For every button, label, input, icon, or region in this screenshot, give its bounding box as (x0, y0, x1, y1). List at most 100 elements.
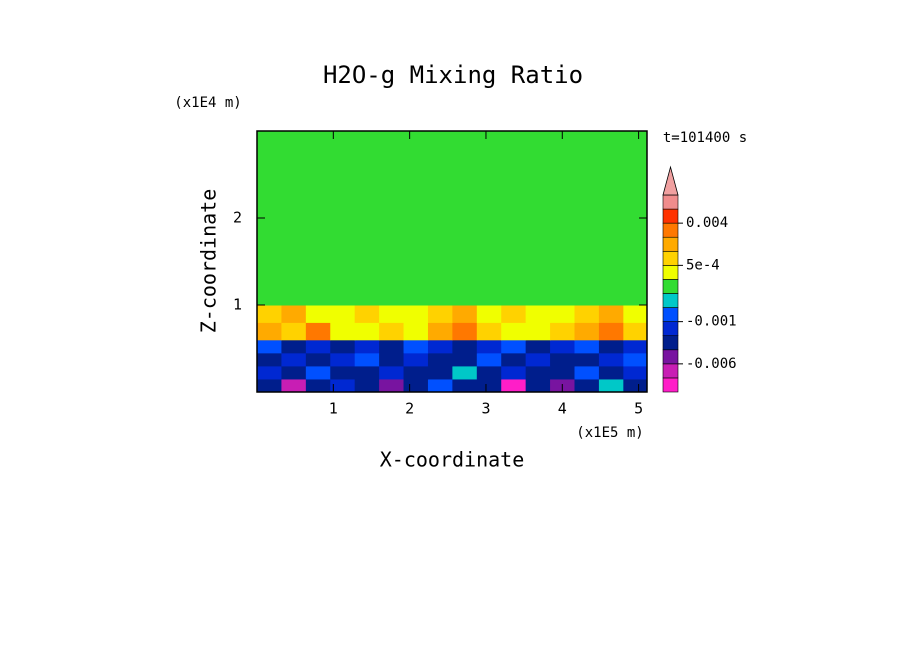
x-tick-label: 3 (481, 400, 490, 418)
contour-cell (354, 378, 380, 393)
colorbar-tick-label: 5e-4 (686, 257, 720, 273)
contour-cell (623, 339, 648, 354)
contour-cell (330, 131, 356, 306)
contour-cell (305, 322, 331, 341)
contour-cell (281, 305, 307, 323)
x-axis-label: X-coordinate (380, 448, 525, 472)
contour-cell (574, 339, 600, 354)
colorbar-tick-label: 0.004 (686, 215, 728, 231)
colorbar-box (662, 279, 679, 294)
contour-cell (330, 339, 356, 354)
contour-cell (452, 322, 478, 341)
contour-cell (403, 378, 429, 393)
colorbar-over-arrow (662, 165, 679, 196)
contour-cell (305, 305, 331, 323)
x-tick-label: 5 (634, 400, 643, 418)
contour-cell (403, 305, 429, 323)
contour-cell (525, 322, 551, 341)
colorbar-box (662, 293, 679, 308)
contour-cell (281, 378, 307, 393)
contour-cell (598, 305, 624, 323)
contour-cell (281, 365, 307, 380)
contour-cell (574, 365, 600, 380)
colorbar-box (662, 377, 679, 393)
contour-cell (354, 322, 380, 341)
contour-cell (257, 322, 282, 341)
contour-cell (598, 322, 624, 341)
contour-cell (403, 339, 429, 354)
x-tick-label: 4 (558, 400, 567, 418)
contour-cell (598, 378, 624, 393)
contour-cell (452, 305, 478, 323)
contour-cell (452, 378, 478, 393)
contour-cell (501, 365, 527, 380)
contour-cell (257, 305, 282, 323)
contour-cell (550, 352, 575, 367)
colorbar-box (662, 250, 679, 266)
contour-cell (354, 131, 380, 306)
contour-cell (330, 352, 356, 367)
contour-cell (427, 131, 453, 306)
contour-cell (354, 305, 380, 323)
y-axis-label: Z-coordinate (197, 189, 221, 334)
colorbar-box (662, 222, 679, 238)
contour-cell (427, 339, 453, 354)
contour-cell (598, 352, 624, 367)
contour-cell (623, 378, 648, 393)
contour-cell (257, 378, 282, 393)
contour-cell (403, 322, 429, 341)
contour-cell (525, 339, 551, 354)
x-tick-label: 2 (405, 400, 414, 418)
colorbar-box (662, 335, 679, 351)
contour-cell (525, 365, 551, 380)
contour-cell (598, 339, 624, 354)
contour-cell (427, 352, 453, 367)
contour-cell (379, 131, 405, 306)
contour-cell (550, 305, 575, 323)
contour-cell (281, 352, 307, 367)
time-label: t=101400 s (663, 130, 747, 146)
contour-cell (427, 305, 453, 323)
contour-cell (476, 339, 502, 354)
colorbar-tick-label: -0.006 (686, 356, 737, 372)
contour-cell (379, 365, 405, 380)
contour-cell (379, 352, 405, 367)
contour-cell (476, 378, 502, 393)
contour-cell (550, 322, 575, 341)
y-scale-label: (x1E4 m) (174, 95, 241, 111)
colorbar-box (662, 321, 679, 337)
contour-cell (525, 131, 551, 306)
colorbar-box (662, 363, 679, 379)
contour-cell (623, 305, 648, 323)
contour-cell (452, 352, 478, 367)
contour-cell (476, 365, 502, 380)
contour-cell (281, 322, 307, 341)
contour-cell (305, 352, 331, 367)
contour-cell (574, 305, 600, 323)
contour-cell (403, 365, 429, 380)
contour-cell (476, 352, 502, 367)
y-tick-label: 2 (233, 209, 242, 227)
contour-cell (330, 322, 356, 341)
contour-cell (550, 131, 575, 306)
contour-cell (427, 378, 453, 393)
contour-cell (257, 352, 282, 367)
colorbar-box (662, 349, 679, 365)
contour-cell (598, 365, 624, 380)
contour-cell (501, 305, 527, 323)
contour-cell (550, 365, 575, 380)
contour-cell (452, 339, 478, 354)
contour-cell (574, 378, 600, 393)
contour-cell (281, 339, 307, 354)
contour-cell (501, 131, 527, 306)
x-scale-label: (x1E5 m) (576, 425, 643, 441)
contour-cell (354, 365, 380, 380)
contour-cell (476, 322, 502, 341)
contour-cell (305, 131, 331, 306)
contour-cell (525, 352, 551, 367)
contour-cell (305, 339, 331, 354)
contour-cell (501, 322, 527, 341)
contour-cell (574, 322, 600, 341)
plot-frame (256, 130, 648, 393)
